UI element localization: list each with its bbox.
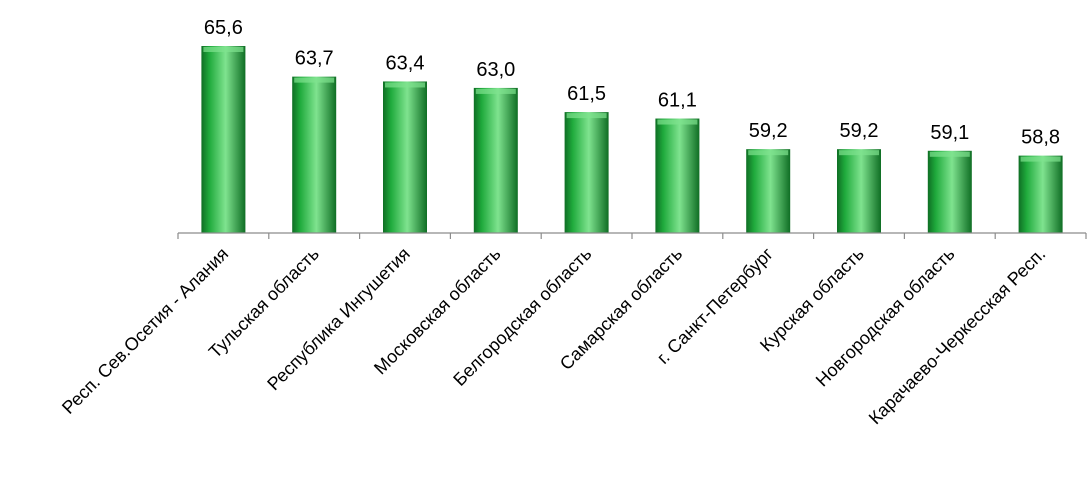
- bar: [383, 81, 427, 233]
- bar: [746, 149, 791, 233]
- data-label: 58,8: [1021, 127, 1060, 149]
- bar-bevel: [203, 47, 244, 52]
- bar-bevel: [748, 150, 789, 156]
- bar-bevel: [566, 113, 607, 119]
- bar: [655, 118, 700, 233]
- bar-bevel: [929, 151, 970, 157]
- bar-bevel: [1020, 156, 1061, 162]
- data-label: 59,2: [840, 120, 879, 142]
- bar: [473, 87, 518, 234]
- bar-bevel: [294, 77, 335, 83]
- data-label: 59,1: [930, 122, 969, 144]
- bar-bevel: [475, 88, 516, 94]
- bar-bevel: [657, 119, 698, 125]
- bar: [837, 149, 881, 233]
- data-label: 63,4: [386, 52, 425, 74]
- bar-body: [383, 81, 427, 233]
- bar-body: [473, 87, 518, 234]
- data-label: 63,0: [476, 59, 515, 81]
- bar: [201, 46, 246, 233]
- data-label: 61,1: [658, 90, 697, 112]
- bar-body: [837, 149, 881, 233]
- bar-body: [746, 149, 791, 233]
- data-label: 65,6: [204, 17, 243, 39]
- bar: [927, 150, 972, 233]
- x-tick-label: Респ. Сев.Осетия - Алания: [58, 244, 232, 418]
- bar-bevel: [385, 82, 425, 88]
- bar-body: [1018, 155, 1063, 233]
- data-label: 61,5: [567, 83, 606, 105]
- x-tick-label: Карачаево-Черкесская Респ.: [865, 244, 1050, 429]
- bar: [1018, 155, 1063, 233]
- bar: [292, 76, 337, 234]
- bar-body: [201, 46, 246, 233]
- data-labels-layer: 65,6 63,7 63,4 63,0 61,5 61,1 59,2 59,2 59,1 58,8: [204, 17, 1060, 149]
- bar-body: [927, 150, 972, 233]
- bar-body: [655, 118, 700, 233]
- data-label: 63,7: [295, 48, 334, 70]
- x-axis: [177, 232, 1087, 239]
- bar: [564, 112, 609, 233]
- bars-layer: [201, 46, 1063, 234]
- bar-body: [564, 112, 609, 233]
- data-label: 59,2: [749, 120, 788, 142]
- bar-bevel: [839, 150, 879, 156]
- bar-body: [292, 76, 337, 234]
